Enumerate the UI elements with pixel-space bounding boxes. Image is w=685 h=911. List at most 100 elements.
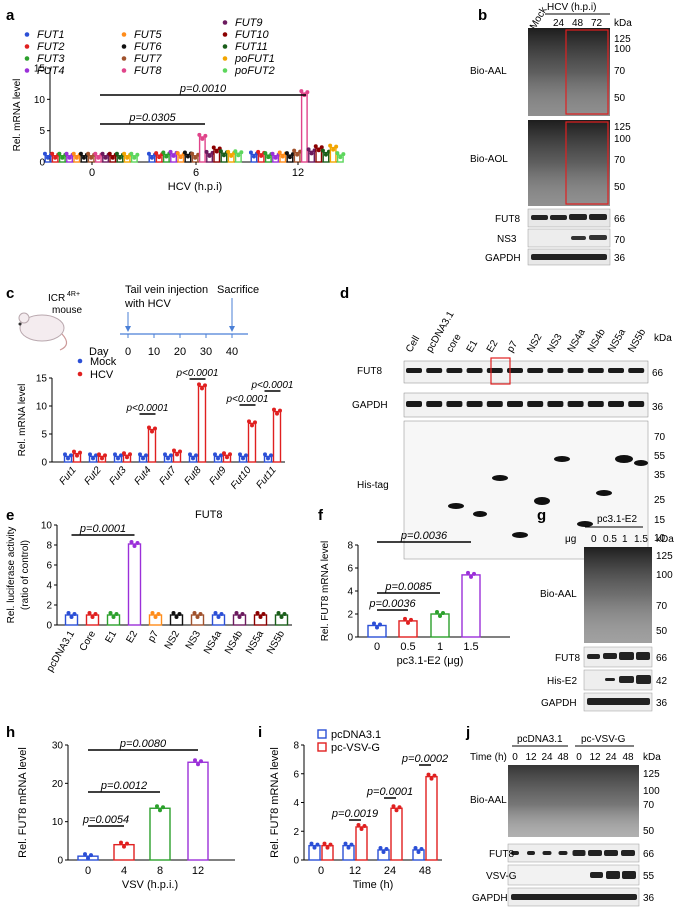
data-point [125, 841, 129, 846]
panel-j-row-gapdh: GAPDH [472, 893, 508, 904]
band [589, 214, 607, 220]
band-ns4b [596, 490, 612, 496]
band [571, 236, 586, 240]
blot-d-fut8 [403, 360, 649, 384]
data-point [96, 155, 101, 160]
bar-poFUT1 [123, 155, 131, 163]
panel-f-letter: f [318, 507, 324, 524]
data-point [216, 615, 221, 619]
y-tick-label: 4 [46, 581, 52, 592]
data-point [74, 155, 79, 160]
legend-label: poFUT2 [234, 65, 275, 77]
data-point [150, 611, 155, 615]
panel-b-row-aol: Bio-AOL [470, 154, 508, 165]
x-tick-label: Fut4 [133, 465, 155, 488]
band [507, 401, 523, 407]
y-tick-label: 0 [57, 856, 63, 867]
panel-j-time: Time (h) [470, 752, 507, 763]
y-tick-label: 6 [293, 769, 299, 780]
data-point [177, 612, 182, 616]
band [527, 401, 544, 407]
data-point [100, 456, 104, 461]
mw-d-his-15: 15 [654, 515, 666, 526]
data-point [192, 611, 197, 615]
data-point [213, 452, 217, 457]
x-tick-label: pcDNA3.1 [45, 629, 78, 674]
legend-label: FUT2 [37, 41, 65, 53]
x-axis-label: VSV (h.p.i.) [122, 879, 178, 891]
panel-e-chart: 0 2 4 6 8 10 Rel. luciferase activity (ratio of… [6, 521, 292, 674]
y-tick-label: 10 [36, 402, 48, 413]
panel-a-letter: a [6, 7, 15, 24]
legend-marker [24, 68, 30, 73]
legend-label: FUT8 [134, 65, 162, 77]
y-tick-label: 4 [293, 798, 299, 809]
p-value: p=0.0019 [331, 808, 378, 820]
mw-b-aol-70: 70 [614, 155, 626, 166]
x-tick-label: Fut11 [254, 465, 278, 491]
panel-g-letter: g [537, 507, 546, 524]
mw-b-aal-125: 125 [614, 34, 631, 45]
legend-label: Mock [90, 356, 117, 368]
data-point [108, 611, 113, 615]
data-point [157, 155, 162, 160]
bar-pcvsvg [425, 775, 438, 861]
data-point [171, 153, 176, 158]
data-point [103, 155, 108, 160]
data-point [349, 842, 354, 847]
mw-g-fut8: 66 [656, 653, 668, 664]
data-point [122, 844, 126, 849]
x-axis-label: Time (h) [353, 879, 394, 891]
band [426, 368, 443, 373]
x-tick-label: 12 [292, 167, 304, 179]
data-point [203, 383, 207, 388]
x-tick-label: NS4b [223, 629, 245, 657]
band [511, 851, 519, 855]
data-point [378, 622, 382, 627]
mw-b-gapdh: 36 [614, 253, 626, 264]
data-point [149, 155, 154, 160]
p-value: p=0.0085 [384, 581, 432, 593]
x-tick-label: NS5a [244, 629, 266, 657]
band [446, 368, 463, 373]
x-tick-label: E2 [124, 629, 140, 645]
x-tick-label: 48 [419, 865, 431, 877]
mw-b-aol-50: 50 [614, 182, 626, 193]
data-point [83, 852, 87, 857]
y-tick-label: 10 [41, 521, 53, 532]
data-point [175, 151, 180, 156]
y-tick-label: 6 [347, 564, 353, 575]
legend-label: FUT7 [134, 53, 162, 65]
panel-b-row-aal: Bio-AAL [470, 66, 507, 77]
panel-b-lane-48: 48 [572, 18, 584, 29]
legend-label: pc-VSV-G [331, 742, 380, 754]
data-point [315, 842, 320, 847]
data-point [397, 805, 402, 810]
mw-j-125: 125 [643, 769, 660, 780]
data-point [69, 453, 73, 458]
x-tick-label: Fut8 [183, 465, 205, 488]
p-value: p=0.0010 [179, 83, 227, 95]
x-tick-label: NS3 [184, 629, 203, 652]
data-point [119, 840, 123, 845]
band [605, 678, 615, 681]
band [619, 652, 634, 660]
band-ns4a [577, 521, 593, 527]
band-ns3 [554, 456, 570, 462]
data-point [346, 845, 351, 850]
data-point [178, 155, 183, 160]
band-core [448, 503, 464, 509]
data-point [78, 450, 82, 455]
mw-j-fut8: 66 [643, 849, 655, 860]
blot-b-aol-highlight [565, 121, 609, 205]
data-point [472, 571, 476, 576]
data-point [168, 149, 173, 154]
y-axis-label: Rel. luciferase activity [6, 527, 17, 624]
data-point [63, 452, 67, 457]
mw-d-his-35: 35 [654, 470, 666, 481]
data-point [356, 822, 361, 827]
band [547, 401, 564, 407]
data-point [81, 155, 86, 160]
band [587, 368, 604, 373]
mw-j-100: 100 [643, 786, 660, 797]
